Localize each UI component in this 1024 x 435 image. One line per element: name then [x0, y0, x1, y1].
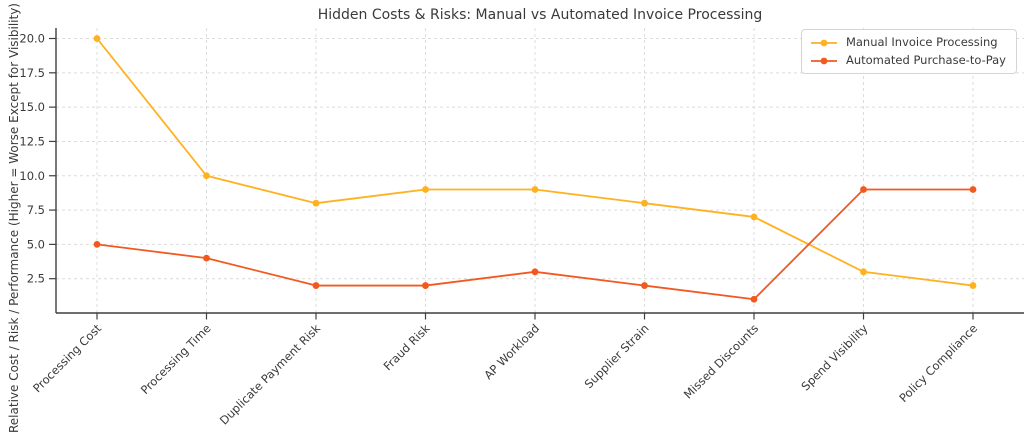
x-tick-label: Fraud Risk — [381, 321, 433, 373]
data-point — [969, 186, 977, 193]
data-point — [860, 186, 867, 193]
x-tick-label: AP Workload — [481, 321, 542, 382]
x-tick-label: Processing Cost — [30, 321, 104, 395]
legend-line-marker-icon — [810, 39, 837, 46]
data-point — [750, 213, 758, 221]
legend: Manual Invoice Processing Automated Purch… — [800, 29, 1017, 74]
y-tick-label: 12.5 — [19, 134, 45, 148]
x-tick-label: Policy Compliance — [896, 321, 980, 405]
chart-title: Hidden Costs & Risks: Manual vs Automate… — [317, 7, 763, 23]
y-tick-label: 5.0 — [27, 237, 45, 251]
data-point — [531, 268, 539, 276]
legend-line-marker-icon — [810, 57, 837, 64]
data-point — [531, 186, 539, 193]
legend-label: Manual Invoice Processing — [845, 35, 998, 49]
data-point — [969, 282, 977, 289]
data-point — [750, 295, 758, 303]
data-point — [203, 172, 210, 180]
x-tick-label: Processing Time — [138, 321, 214, 397]
x-tick-label: Spend Visibility — [798, 321, 870, 393]
y-tick-label: 17.5 — [19, 66, 45, 80]
y-tick-label: 2.5 — [27, 272, 45, 286]
data-point — [422, 282, 429, 289]
data-point — [312, 199, 320, 207]
data-point — [93, 240, 101, 248]
data-point — [93, 35, 101, 42]
y-tick-label: 15.0 — [19, 100, 45, 114]
legend-label: Automated Purchase-to-Pay — [845, 53, 1006, 67]
y-tick-label: 10.0 — [19, 169, 45, 183]
data-point — [641, 199, 648, 207]
y-tick-label: 7.5 — [27, 203, 45, 217]
data-point — [312, 282, 320, 289]
data-point — [422, 186, 429, 193]
data-point — [203, 254, 210, 262]
y-tick-label: 20.0 — [19, 32, 45, 46]
x-tick-label: Supplier Strain — [582, 321, 652, 391]
x-tick-label: Missed Discounts — [681, 321, 761, 401]
data-point — [641, 282, 648, 289]
data-point — [860, 268, 867, 276]
x-tick-label: Duplicate Payment Risk — [217, 321, 324, 428]
legend-item: Automated Purchase-to-Pay — [810, 53, 1006, 68]
legend-item: Manual Invoice Processing — [810, 35, 1006, 50]
